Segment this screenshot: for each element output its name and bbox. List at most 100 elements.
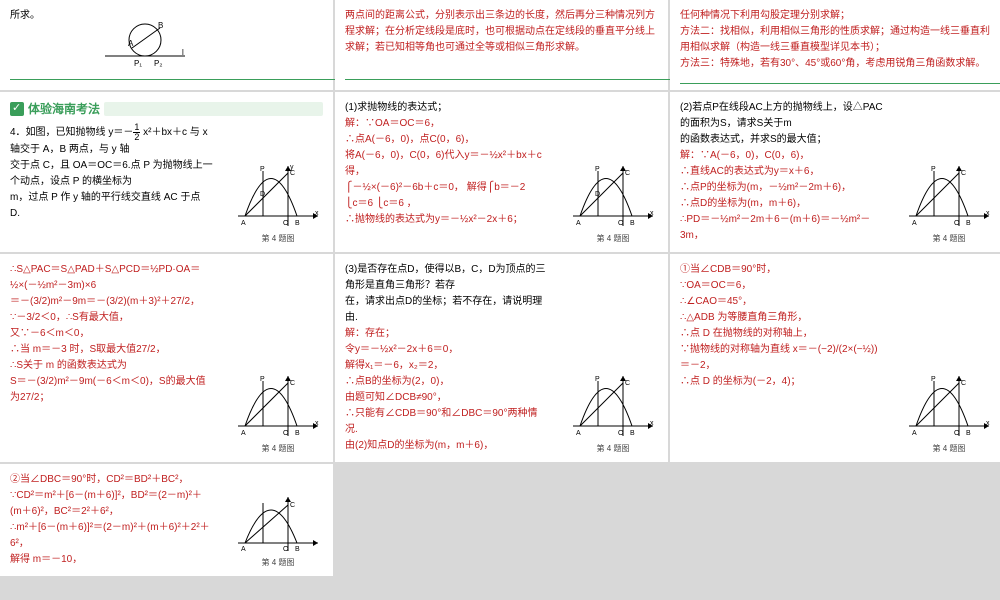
line: 解得 m＝－10， <box>10 552 213 568</box>
line: 解：存在； <box>345 326 548 342</box>
parabola-svg: A B O C P x <box>568 371 658 441</box>
svg-text:A: A <box>912 430 917 437</box>
parabola-diagram: A B O C P x 第 4 题图 <box>233 371 323 454</box>
underline <box>680 83 1000 84</box>
caption: 第 4 题图 <box>568 443 658 454</box>
svg-text:A: A <box>576 430 581 437</box>
caption: 第 4 题图 <box>568 233 658 244</box>
line: ∴△ADB 为等腰直角三角形， <box>680 310 884 326</box>
line: ①当∠CDB＝90°时， <box>680 262 884 278</box>
text-block: 任何种情况下利用勾股定理分别求解； 方法二：找相似，利用相似三角形的性质求解；通… <box>680 8 994 72</box>
svg-text:P₁: P₁ <box>134 59 142 68</box>
parabola-svg: A B O C P D x y <box>233 161 323 231</box>
parabola-diagram: A B O C P x 第 4 题图 <box>904 371 994 454</box>
parabola-svg: A B O C <box>233 495 323 555</box>
line: ∴直线AC的表达式为y＝x＋6， <box>680 164 884 180</box>
line: 解：∵OA＝OC＝6， <box>345 116 548 132</box>
svg-text:P: P <box>931 166 936 173</box>
svg-text:P: P <box>260 166 265 173</box>
qb: 的函数表达式，并求S的最大值； <box>680 132 884 148</box>
svg-text:P: P <box>595 166 600 173</box>
svg-text:C: C <box>290 380 295 387</box>
line: 方法二：找相似，利用相似三角形的性质求解；通过构造一线三垂直利 <box>680 24 994 40</box>
underline <box>345 79 678 80</box>
line: ∴PD＝－½m²－2m＋6－(m＋6)＝－½m²－3m， <box>680 212 884 244</box>
svg-text:B: B <box>630 430 635 437</box>
svg-text:B: B <box>630 220 635 227</box>
svg-text:P₂: P₂ <box>154 59 162 68</box>
text-block: 两点间的距离公式，分别表示出三条边的长度，然后再分三种情况列方 程求解；在分析定… <box>345 8 658 56</box>
cell-r2c3: (2)若点P在线段AC上方的抛物线上，设△PAC的面积为S，请求S关于m 的函数… <box>670 92 1000 252</box>
parabola-svg: A B O C P x <box>904 371 994 441</box>
line: ∵CD²＝m²＋[6－(m＋6)]²，BD²＝(2－m)²＋(m＋6)²，BC²… <box>10 488 213 520</box>
line: 求解；若已知相等角也可通过全等或相似三角形求解。 <box>345 40 658 56</box>
section-title: 体验海南考法 <box>10 100 323 117</box>
title-text: 体验海南考法 <box>28 100 100 117</box>
line: ∴点P的坐标为(m，－½m²－2m＋6)， <box>680 180 884 196</box>
line: ⎧－½×(－6)²－6b＋c＝0， 解得⎧b＝－2 <box>345 180 548 196</box>
caption: 第 4 题图 <box>904 233 994 244</box>
svg-text:D: D <box>595 191 600 198</box>
svg-text:A: A <box>241 220 246 227</box>
qa: (3)是否存在点D，使得以B，C，D为顶点的三角形是直角三角形？若存 <box>345 262 548 294</box>
cell-r3c1: ∴S△PAC＝S△PAD＋S△PCD＝½PD·OA＝½×(－½m²－3m)×6 … <box>0 254 333 462</box>
svg-text:C: C <box>961 380 966 387</box>
line: ∴点D的坐标为(m，m＋6)， <box>680 196 884 212</box>
line: ∴只能有∠CDB＝90°和∠DBC＝90°两种情况. <box>345 406 548 438</box>
line: 由题可知∠DCB≠90°， <box>345 390 548 406</box>
svg-text:O: O <box>954 220 960 227</box>
line: 解得x₁＝－6，x₂＝2， <box>345 358 548 374</box>
circle-svg: A B P₁ P₂ l <box>100 18 190 68</box>
qa: (2)若点P在线段AC上方的抛物线上，设△PAC的面积为S，请求S关于m <box>680 100 884 132</box>
svg-text:P: P <box>260 376 265 383</box>
svg-text:A: A <box>912 220 917 227</box>
parabola-diagram: A B O C P x 第 4 题图 <box>904 161 994 244</box>
svg-text:A: A <box>241 430 246 437</box>
cell-r3c2: (3)是否存在点D，使得以B，C，D为顶点的三角形是直角三角形？若存 在，请求出… <box>335 254 668 462</box>
caption: 第 4 题图 <box>904 443 994 454</box>
svg-text:O: O <box>283 430 289 437</box>
line: ∴点 D 的坐标为(－2，4)； <box>680 374 884 390</box>
svg-text:C: C <box>625 380 630 387</box>
line: 由(2)知点D的坐标为(m，m＋6)， <box>345 438 548 454</box>
line: ∵抛物线的对称轴为直线 x＝－(−2)/(2×(−½))＝－2， <box>680 342 884 374</box>
line: ⎩c＝6 ⎩c＝6 ， <box>345 196 548 212</box>
parabola-svg: A B O C P x <box>904 161 994 231</box>
pc: 交于点 C，且 OA＝OC＝6.点 P 为抛物线上一个动点，设点 P 的横坐标为 <box>10 158 213 190</box>
svg-text:P: P <box>595 376 600 383</box>
check-icon <box>10 102 24 116</box>
diagram-circle: A B P₁ P₂ l <box>100 18 190 68</box>
svg-text:O: O <box>618 220 624 227</box>
line: 任何种情况下利用勾股定理分别求解； <box>680 8 994 24</box>
text: 所求。 <box>10 10 40 21</box>
svg-text:O: O <box>618 430 624 437</box>
line: ∴S△PAC＝S△PAD＋S△PCD＝½PD·OA＝½×(－½m²－3m)×6 <box>10 262 213 294</box>
svg-text:A: A <box>576 220 581 227</box>
parabola-diagram: A B O C P D x 第 4 题图 <box>568 161 658 244</box>
line: 令y＝－½x²－2x＋6＝0， <box>345 342 548 358</box>
svg-text:C: C <box>290 502 295 509</box>
svg-text:B: B <box>966 430 971 437</box>
line: ∴m²＋[6－(m＋6)]²＝(2－m)²＋(m＋6)²＋2²＋6²， <box>10 520 213 552</box>
line: ＝－(3/2)m²－9m＝－(3/2)(m＋3)²＋27/2， <box>10 294 213 310</box>
cell-r2c2: (1)求抛物线的表达式； 解：∵OA＝OC＝6， ∴点A(－6，0)，点C(0，… <box>335 92 668 252</box>
svg-text:B: B <box>295 430 300 437</box>
parabola-diagram: A B O C P x 第 4 题图 <box>568 371 658 454</box>
line: ∵OA＝OC＝6， <box>680 278 884 294</box>
line: S＝－(3/2)m²－9m(－6＜m＜0)，S的最大值为27/2； <box>10 374 213 406</box>
svg-text:D: D <box>260 191 265 198</box>
line: 用相似求解（构造一线三垂直模型详见本书）； <box>680 40 994 56</box>
caption: 第 4 题图 <box>233 557 323 568</box>
svg-text:B: B <box>295 220 300 227</box>
caption: 第 4 题图 <box>233 443 323 454</box>
line: 两点间的距离公式，分别表示出三条边的长度，然后再分三种情况列方 <box>345 8 658 24</box>
svg-text:C: C <box>625 170 630 177</box>
svg-text:A: A <box>128 39 134 48</box>
cell-r3c3: ①当∠CDB＝90°时， ∵OA＝OC＝6， ∴∠CAO＝45°， ∴△ADB … <box>670 254 1000 462</box>
line: ∵－3/2＜0，∴S有最大值， <box>10 310 213 326</box>
line: 程求解；在分析定线段是底时，也可根据动点在定线段的垂直平分线上 <box>345 24 658 40</box>
svg-text:O: O <box>283 220 289 227</box>
svg-text:P: P <box>931 376 936 383</box>
num: 4． <box>10 127 26 138</box>
svg-text:O: O <box>283 546 289 553</box>
